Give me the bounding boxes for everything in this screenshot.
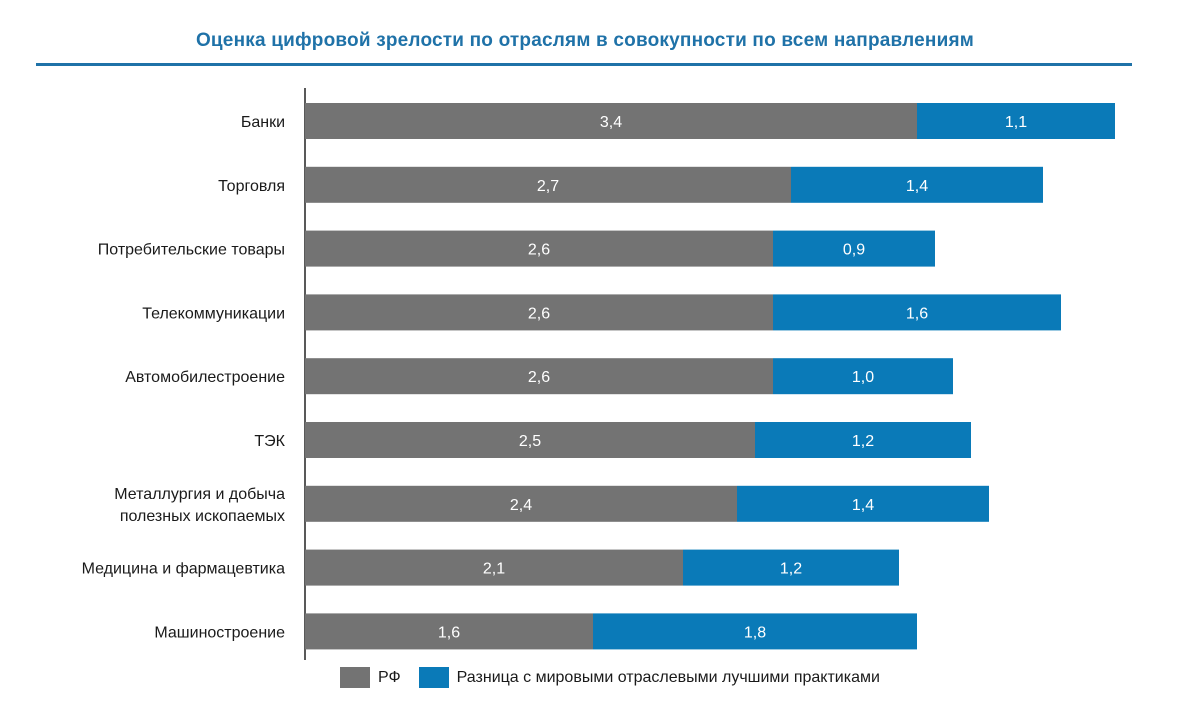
value-label-gap-1: 1,4 [906,178,928,195]
bar-gap-8 [593,613,917,650]
value-label-gap-2: 0,9 [843,242,865,259]
value-label-rf-3: 2,6 [528,305,550,322]
value-label-rf-4: 2,6 [528,369,550,386]
bar-rf-6 [305,485,737,522]
value-label-rf-5: 2,5 [519,433,541,450]
bar-gap-7 [683,549,899,586]
bar-rf-7 [305,549,683,586]
legend: РФ Разница с мировыми отраслевыми лучшим… [340,667,898,688]
bar-rf-1 [305,166,791,203]
bar-gap-1 [791,166,1043,203]
value-label-gap-4: 1,0 [852,369,874,386]
value-label-rf-7: 2,1 [483,561,505,578]
value-label-rf-1: 2,7 [537,178,559,195]
category-label-1: Торговля [218,178,285,195]
bar-rf-3 [305,294,773,331]
value-label-rf-2: 2,6 [528,242,550,259]
chart-title: Оценка цифровой зрелости по отраслям в с… [195,30,975,51]
value-label-gap-8: 1,8 [744,624,766,641]
bar-gap-4 [773,358,953,395]
value-label-gap-5: 1,2 [852,433,874,450]
bar-gap-6 [737,485,989,522]
value-label-gap-0: 1,1 [1005,114,1027,131]
bar-gap-5 [755,422,971,458]
category-label-0: Банки [241,114,285,131]
value-label-rf-0: 3,4 [600,114,622,131]
bar-gap-0 [917,103,1115,139]
value-label-gap-6: 1,4 [852,497,874,514]
value-label-rf-8: 1,6 [438,624,460,641]
category-label-2: Потребительские товары [98,242,285,259]
bar-rf-2 [305,230,773,267]
bar-gap-2 [773,230,935,267]
category-label-6: Металлургия и добыча полезных ископаемых [114,486,285,525]
bar-rf-8 [305,613,593,650]
category-label-4: Автомобилестроение [125,369,285,386]
value-label-gap-7: 1,2 [780,561,802,578]
legend-label-rf: РФ [378,668,401,686]
title-divider [36,63,1132,66]
value-label-rf-6: 2,4 [510,497,532,514]
bar-rf-5 [305,422,755,458]
category-label-8: Машиностроение [154,624,285,641]
category-label-3: Телекоммуникации [142,305,285,322]
bar-gap-3 [773,294,1061,331]
category-label-7: Медицина и фармацевтика [82,561,286,578]
category-label-5: ТЭК [254,433,285,450]
value-label-gap-3: 1,6 [906,305,928,322]
bar-rf-0 [305,103,917,139]
bar-rf-4 [305,358,773,395]
legend-swatch-rf [340,667,370,688]
legend-swatch-gap [418,667,449,688]
legend-label-gap: Разница с мировыми отраслевыми лучшими п… [456,668,880,686]
